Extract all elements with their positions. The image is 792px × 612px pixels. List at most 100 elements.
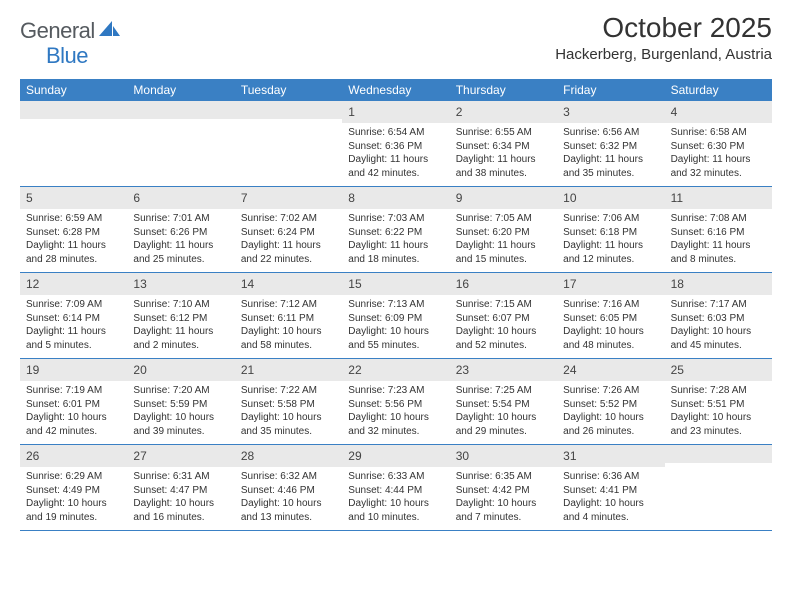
sunset-line: Sunset: 6:16 PM: [671, 226, 766, 240]
daylight-line-2: and 35 minutes.: [563, 167, 658, 181]
day-cell: 17Sunrise: 7:16 AMSunset: 6:05 PMDayligh…: [557, 273, 664, 358]
sunset-line: Sunset: 6:30 PM: [671, 140, 766, 154]
sunrise-line: Sunrise: 7:16 AM: [563, 298, 658, 312]
day-body: Sunrise: 7:10 AMSunset: 6:12 PMDaylight:…: [127, 295, 234, 358]
sunset-line: Sunset: 5:52 PM: [563, 398, 658, 412]
daylight-line-2: and 55 minutes.: [348, 339, 443, 353]
sunrise-line: Sunrise: 7:15 AM: [456, 298, 551, 312]
daylight-line-1: Daylight: 10 hours: [563, 411, 658, 425]
day-cell: [20, 101, 127, 186]
day-cell: 28Sunrise: 6:32 AMSunset: 4:46 PMDayligh…: [235, 445, 342, 530]
daylight-line-1: Daylight: 10 hours: [456, 325, 551, 339]
sunset-line: Sunset: 4:42 PM: [456, 484, 551, 498]
day-number: 27: [133, 449, 146, 463]
day-number-row: 17: [557, 273, 664, 295]
sunset-line: Sunset: 6:20 PM: [456, 226, 551, 240]
sunrise-line: Sunrise: 7:06 AM: [563, 212, 658, 226]
day-cell: 4 Sunrise: 6:58 AMSunset: 6:30 PMDaylight…: [665, 101, 772, 186]
sunset-line: Sunset: 5:51 PM: [671, 398, 766, 412]
day-cell: 25 Sunrise: 7:28 AMSunset: 5:51 PMDayligh…: [665, 359, 772, 444]
day-cell: [127, 101, 234, 186]
daylight-line-1: Daylight: 10 hours: [348, 411, 443, 425]
sunset-line: Sunset: 6:14 PM: [26, 312, 121, 326]
sunset-line: Sunset: 6:36 PM: [348, 140, 443, 154]
day-number-row: [20, 101, 127, 119]
daylight-line-2: and 58 minutes.: [241, 339, 336, 353]
day-cell: 16Sunrise: 7:15 AMSunset: 6:07 PMDayligh…: [450, 273, 557, 358]
logo: General: [20, 18, 123, 44]
daylight-line-2: and 25 minutes.: [133, 253, 228, 267]
day-number-row: 4: [665, 101, 772, 123]
sunrise-line: Sunrise: 7:19 AM: [26, 384, 121, 398]
day-number: 5: [26, 191, 33, 205]
sunrise-line: Sunrise: 7:02 AM: [241, 212, 336, 226]
day-cell: 5Sunrise: 6:59 AMSunset: 6:28 PMDaylight…: [20, 187, 127, 272]
daylight-line-2: and 38 minutes.: [456, 167, 551, 181]
day-cell: 26Sunrise: 6:29 AMSunset: 4:49 PMDayligh…: [20, 445, 127, 530]
day-cell: 6Sunrise: 7:01 AMSunset: 6:26 PMDaylight…: [127, 187, 234, 272]
day-body: Sunrise: 6:55 AMSunset: 6:34 PMDaylight:…: [450, 123, 557, 186]
day-body: Sunrise: 6:35 AMSunset: 4:42 PMDaylight:…: [450, 467, 557, 530]
day-number-row: 27: [127, 445, 234, 467]
sunrise-line: Sunrise: 6:36 AM: [563, 470, 658, 484]
daylight-line-1: Daylight: 11 hours: [26, 239, 121, 253]
sunset-line: Sunset: 6:28 PM: [26, 226, 121, 240]
day-number: 20: [133, 363, 146, 377]
day-cell: 2Sunrise: 6:55 AMSunset: 6:34 PMDaylight…: [450, 101, 557, 186]
sunset-line: Sunset: 4:47 PM: [133, 484, 228, 498]
daylight-line-1: Daylight: 10 hours: [26, 411, 121, 425]
daylight-line-2: and 29 minutes.: [456, 425, 551, 439]
day-number-row: 15: [342, 273, 449, 295]
day-cell: 24Sunrise: 7:26 AMSunset: 5:52 PMDayligh…: [557, 359, 664, 444]
dayhead-sun: Sunday: [20, 79, 127, 101]
sunrise-line: Sunrise: 6:56 AM: [563, 126, 658, 140]
daylight-line-1: Daylight: 10 hours: [26, 497, 121, 511]
sunrise-line: Sunrise: 6:58 AM: [671, 126, 766, 140]
day-body: Sunrise: 7:09 AMSunset: 6:14 PMDaylight:…: [20, 295, 127, 358]
sunset-line: Sunset: 6:03 PM: [671, 312, 766, 326]
day-number-row: 9: [450, 187, 557, 209]
daylight-line-1: Daylight: 10 hours: [671, 325, 766, 339]
day-cell: 12Sunrise: 7:09 AMSunset: 6:14 PMDayligh…: [20, 273, 127, 358]
daylight-line-2: and 45 minutes.: [671, 339, 766, 353]
daylight-line-2: and 15 minutes.: [456, 253, 551, 267]
daylight-line-2: and 18 minutes.: [348, 253, 443, 267]
day-number-row: 24: [557, 359, 664, 381]
daylight-line-2: and 28 minutes.: [26, 253, 121, 267]
daylight-line-2: and 13 minutes.: [241, 511, 336, 525]
day-body: Sunrise: 7:12 AMSunset: 6:11 PMDaylight:…: [235, 295, 342, 358]
day-number-row: 19: [20, 359, 127, 381]
day-cell: [665, 445, 772, 530]
day-cell: 30Sunrise: 6:35 AMSunset: 4:42 PMDayligh…: [450, 445, 557, 530]
day-cell: 31Sunrise: 6:36 AMSunset: 4:41 PMDayligh…: [557, 445, 664, 530]
day-cell: 21Sunrise: 7:22 AMSunset: 5:58 PMDayligh…: [235, 359, 342, 444]
sunrise-line: Sunrise: 7:10 AM: [133, 298, 228, 312]
daylight-line-1: Daylight: 10 hours: [563, 497, 658, 511]
day-number-row: 28: [235, 445, 342, 467]
day-number-row: 5: [20, 187, 127, 209]
sunrise-line: Sunrise: 7:08 AM: [671, 212, 766, 226]
day-number-row: 3: [557, 101, 664, 123]
day-cell: 18Sunrise: 7:17 AMSunset: 6:03 PMDayligh…: [665, 273, 772, 358]
sunrise-line: Sunrise: 6:32 AM: [241, 470, 336, 484]
day-body: Sunrise: 7:05 AMSunset: 6:20 PMDaylight:…: [450, 209, 557, 272]
sunrise-line: Sunrise: 7:20 AM: [133, 384, 228, 398]
day-number-row: 25: [665, 359, 772, 381]
day-number: 14: [241, 277, 254, 291]
calendar-grid: Sunday Monday Tuesday Wednesday Thursday…: [20, 79, 772, 531]
day-body: Sunrise: 6:58 AMSunset: 6:30 PMDaylight:…: [665, 123, 772, 186]
daylight-line-1: Daylight: 10 hours: [133, 497, 228, 511]
day-body: Sunrise: 7:28 AMSunset: 5:51 PMDaylight:…: [665, 381, 772, 444]
daylight-line-1: Daylight: 11 hours: [563, 239, 658, 253]
daylight-line-2: and 52 minutes.: [456, 339, 551, 353]
day-number: 25: [671, 363, 684, 377]
day-number: 4: [671, 105, 678, 119]
day-body: Sunrise: 6:31 AMSunset: 4:47 PMDaylight:…: [127, 467, 234, 530]
sunrise-line: Sunrise: 7:01 AM: [133, 212, 228, 226]
day-cell: 23Sunrise: 7:25 AMSunset: 5:54 PMDayligh…: [450, 359, 557, 444]
day-number: 29: [348, 449, 361, 463]
day-body: Sunrise: 7:02 AMSunset: 6:24 PMDaylight:…: [235, 209, 342, 272]
daylight-line-2: and 42 minutes.: [26, 425, 121, 439]
sunrise-line: Sunrise: 7:25 AM: [456, 384, 551, 398]
dayhead-thu: Thursday: [450, 79, 557, 101]
